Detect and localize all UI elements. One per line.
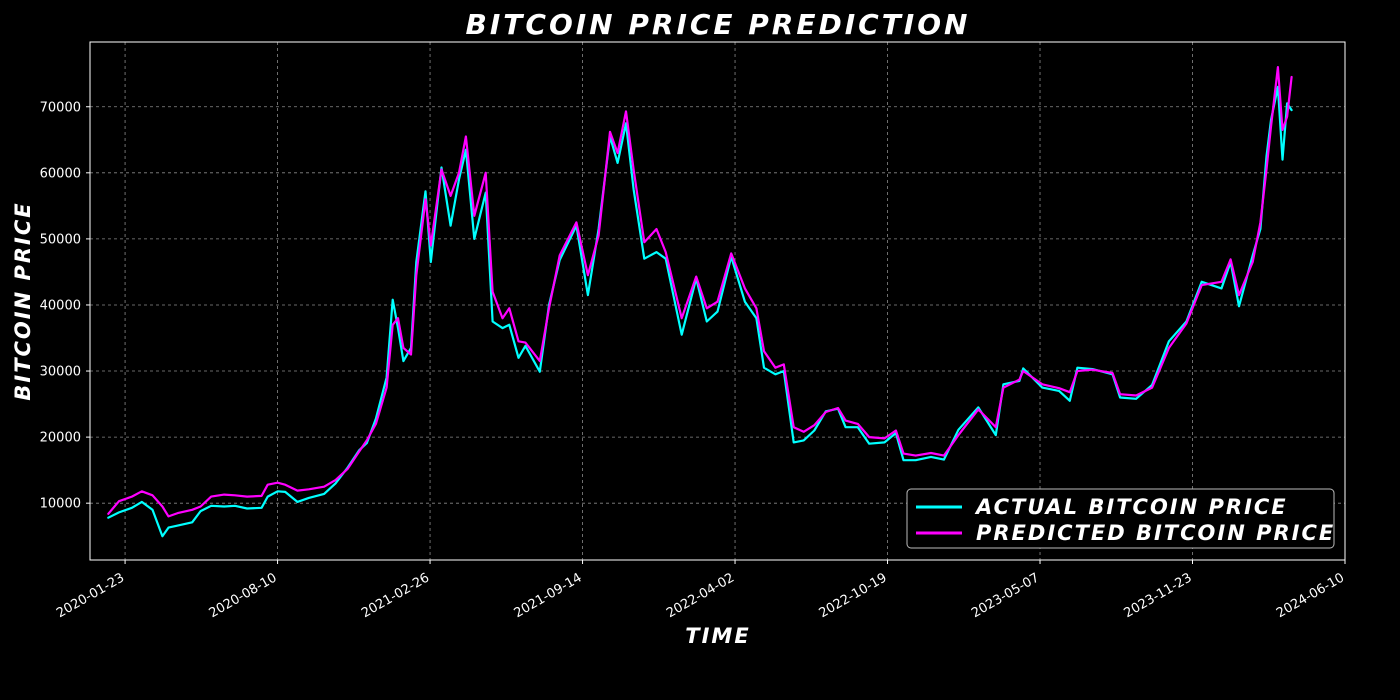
legend: ACTUAL BITCOIN PRICE PREDICTED BITCOIN P…: [906, 488, 1335, 549]
y-axis-title: BITCOIN PRICE: [11, 201, 35, 400]
legend-label-predicted: PREDICTED BITCOIN PRICE: [976, 521, 1335, 545]
y-tick-label: 60000: [40, 166, 81, 181]
y-tick-label: 10000: [40, 497, 81, 512]
chart-title: BITCOIN PRICE PREDICTION: [466, 8, 971, 41]
y-tick-label: 70000: [40, 100, 81, 115]
predicted-price-line: [107, 65, 1293, 518]
actual-price-line: [107, 85, 1293, 538]
x-axis-title: TIME: [685, 624, 750, 648]
legend-label-actual: ACTUAL BITCOIN PRICE: [974, 495, 1288, 519]
y-tick-label: 20000: [40, 431, 81, 446]
series-lines: [107, 65, 1293, 538]
y-tick-label: 50000: [40, 232, 81, 247]
y-tick-label: 30000: [40, 365, 81, 380]
y-axis: 10000 20000 30000 40000 50000 60000 70000: [40, 100, 90, 512]
y-tick-label: 40000: [40, 298, 81, 313]
legend-box: [906, 488, 1335, 549]
plot-frame: [89, 41, 1346, 561]
